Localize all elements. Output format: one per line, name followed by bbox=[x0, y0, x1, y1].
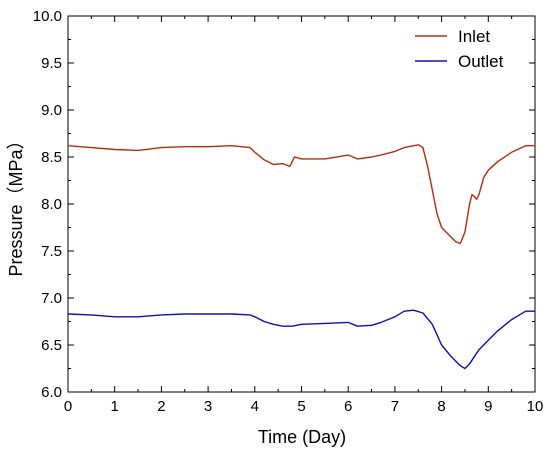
y-axis-title: Pressure（MPa） bbox=[6, 131, 26, 276]
legend-label-outlet: Outlet bbox=[458, 52, 504, 71]
y-tick-label: 6.0 bbox=[41, 384, 62, 401]
axis-ticks bbox=[67, 15, 536, 393]
y-tick-label: 9.0 bbox=[41, 102, 62, 119]
y-tick-label: 8.5 bbox=[41, 149, 62, 166]
x-axis-title: Time (Day) bbox=[258, 427, 346, 447]
y-tick-label: 10.0 bbox=[33, 8, 62, 25]
x-tick-label: 4 bbox=[251, 398, 259, 415]
series-line-outlet bbox=[67, 309, 535, 370]
y-tick-label: 9.5 bbox=[41, 55, 62, 72]
x-tick-label: 2 bbox=[157, 398, 165, 415]
y-tick-label: 7.0 bbox=[41, 290, 62, 307]
y-tick-label: 8.0 bbox=[41, 196, 62, 213]
x-tick-label: 8 bbox=[437, 398, 445, 415]
x-tick-label: 6 bbox=[344, 398, 352, 415]
x-tick-label: 7 bbox=[391, 398, 399, 415]
x-tick-label: 9 bbox=[484, 398, 492, 415]
x-tick-label: 0 bbox=[64, 398, 72, 415]
y-tick-label: 7.5 bbox=[41, 243, 62, 260]
y-tick-label: 6.5 bbox=[41, 337, 62, 354]
plot-border bbox=[67, 15, 536, 393]
tick-labels: 0 1 2 3 4 5 6 7 8 9 10 6.0 6.5 7.0 7.5 8.0 8.5 9.0 9.5 10.0 bbox=[33, 8, 544, 415]
x-tick-label: 1 bbox=[111, 398, 119, 415]
x-tick-label: 5 bbox=[297, 398, 305, 415]
legend: Inlet Outlet bbox=[415, 27, 504, 71]
legend-label-inlet: Inlet bbox=[458, 27, 490, 46]
series-lines bbox=[67, 144, 535, 370]
x-tick-label: 3 bbox=[204, 398, 212, 415]
plot-frame bbox=[67, 15, 536, 393]
x-tick-label: 10 bbox=[527, 398, 544, 415]
series-line-inlet bbox=[67, 144, 535, 245]
